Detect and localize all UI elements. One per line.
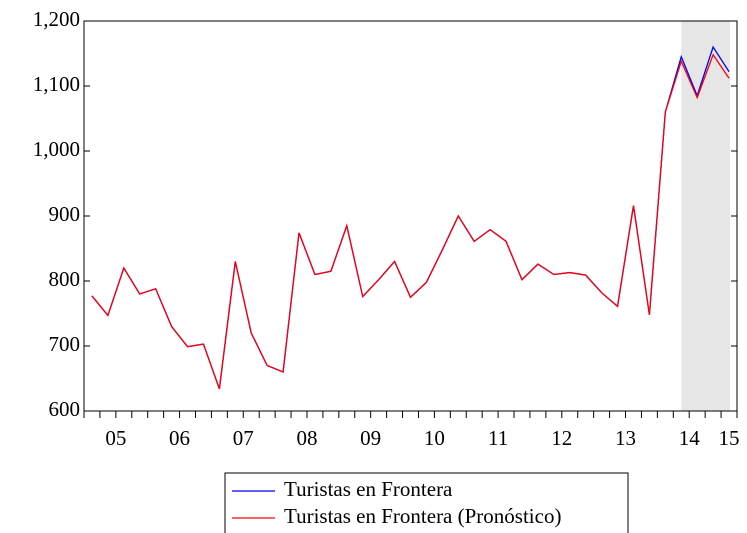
shade-layer	[681, 21, 731, 411]
x-tick-label: 07	[233, 426, 254, 450]
axis-layer: 600 700 800 900 1,000 1,100 1,200 05 06 07 08 09 10 1…	[33, 7, 740, 450]
y-tick-label: 700	[49, 332, 81, 356]
y-tick-label: 1,200	[33, 7, 80, 31]
y-tick-label: 1,100	[33, 72, 80, 96]
x-tick-label: 05	[105, 426, 126, 450]
forecast-shade	[681, 21, 731, 411]
x-tick-label: 06	[169, 426, 190, 450]
x-tick-label: 14	[679, 426, 701, 450]
legend: Turistas en Frontera Turistas en Frontera…	[232, 477, 561, 528]
x-tick-label: 08	[296, 426, 317, 450]
legend-box	[224, 472, 629, 533]
x-tick-label: 15	[719, 426, 740, 450]
plot-frame	[83, 20, 738, 412]
x-tick-label: 13	[615, 426, 636, 450]
x-tick-label: 12	[551, 426, 572, 450]
x-tick-label: 11	[488, 426, 508, 450]
y-tick-label: 1,000	[33, 137, 80, 161]
series-line	[91, 45, 730, 390]
y-tick-label: 600	[49, 397, 81, 421]
x-tick-label: 10	[424, 426, 445, 450]
legend-label: Turistas en Frontera (Pronóstico)	[284, 504, 561, 528]
line-layer	[91, 45, 730, 390]
x-tick-label: 09	[360, 426, 381, 450]
series-line	[91, 53, 730, 390]
y-tick-label: 800	[49, 267, 81, 291]
legend-label: Turistas en Frontera	[284, 477, 453, 501]
y-tick-label: 900	[49, 202, 81, 226]
